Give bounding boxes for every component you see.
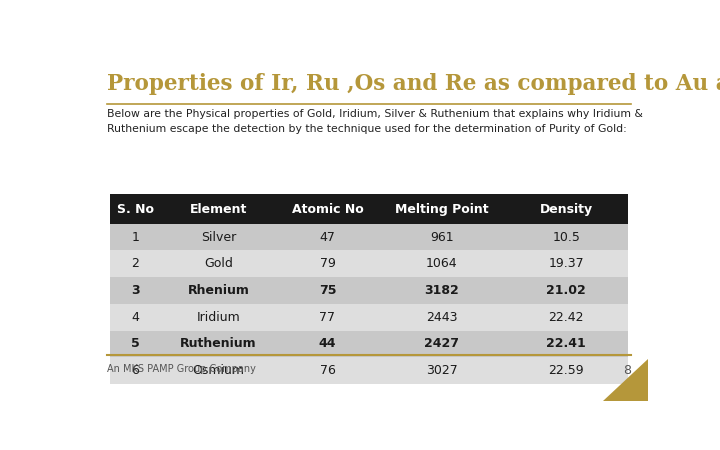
Text: Density: Density [539, 202, 593, 216]
Text: Melting Point: Melting Point [395, 202, 488, 216]
Text: 3027: 3027 [426, 364, 457, 377]
Bar [109, 251, 629, 277]
Text: 76: 76 [320, 364, 336, 377]
Text: 2443: 2443 [426, 310, 457, 324]
Bar [109, 330, 629, 357]
Text: 22.59: 22.59 [549, 364, 584, 377]
Text: An MKS PAMP Group Company: An MKS PAMP Group Company [107, 364, 256, 374]
Text: 5: 5 [131, 338, 140, 351]
Text: 961: 961 [430, 231, 454, 243]
Text: 47: 47 [320, 231, 336, 243]
Text: 77: 77 [320, 310, 336, 324]
Text: 6: 6 [132, 364, 140, 377]
Bar [109, 304, 629, 330]
Text: 21.02: 21.02 [546, 284, 586, 297]
Text: Rhenium: Rhenium [188, 284, 249, 297]
Text: Osmium: Osmium [192, 364, 245, 377]
Text: Element: Element [190, 202, 247, 216]
Text: 4: 4 [132, 310, 140, 324]
Text: 3: 3 [131, 284, 140, 297]
Text: 1064: 1064 [426, 257, 457, 270]
Text: 22.42: 22.42 [549, 310, 584, 324]
Text: Silver: Silver [201, 231, 236, 243]
Bar [109, 194, 629, 224]
Text: 79: 79 [320, 257, 336, 270]
Text: 3182: 3182 [424, 284, 459, 297]
Text: 19.37: 19.37 [549, 257, 584, 270]
Text: 2427: 2427 [424, 338, 459, 351]
Text: Gold: Gold [204, 257, 233, 270]
Text: Atomic No: Atomic No [292, 202, 364, 216]
Text: 1: 1 [132, 231, 140, 243]
Bar [109, 277, 629, 304]
Bar [109, 357, 629, 384]
Text: Ruthenium: Ruthenium [180, 338, 257, 351]
Text: Iridium: Iridium [197, 310, 240, 324]
Text: Properties of Ir, Ru ,Os and Re as compared to Au and Ag: Properties of Ir, Ru ,Os and Re as compa… [107, 73, 720, 95]
Text: 8: 8 [624, 364, 631, 377]
Text: S. No: S. No [117, 202, 154, 216]
Text: 44: 44 [319, 338, 336, 351]
Text: 22.41: 22.41 [546, 338, 586, 351]
Text: 2: 2 [132, 257, 140, 270]
Bar [109, 224, 629, 251]
Text: 10.5: 10.5 [552, 231, 580, 243]
Text: 75: 75 [319, 284, 336, 297]
Text: Below are the Physical properties of Gold, Iridium, Silver & Ruthenium that expl: Below are the Physical properties of Gol… [107, 109, 643, 134]
Polygon shape [603, 359, 648, 400]
